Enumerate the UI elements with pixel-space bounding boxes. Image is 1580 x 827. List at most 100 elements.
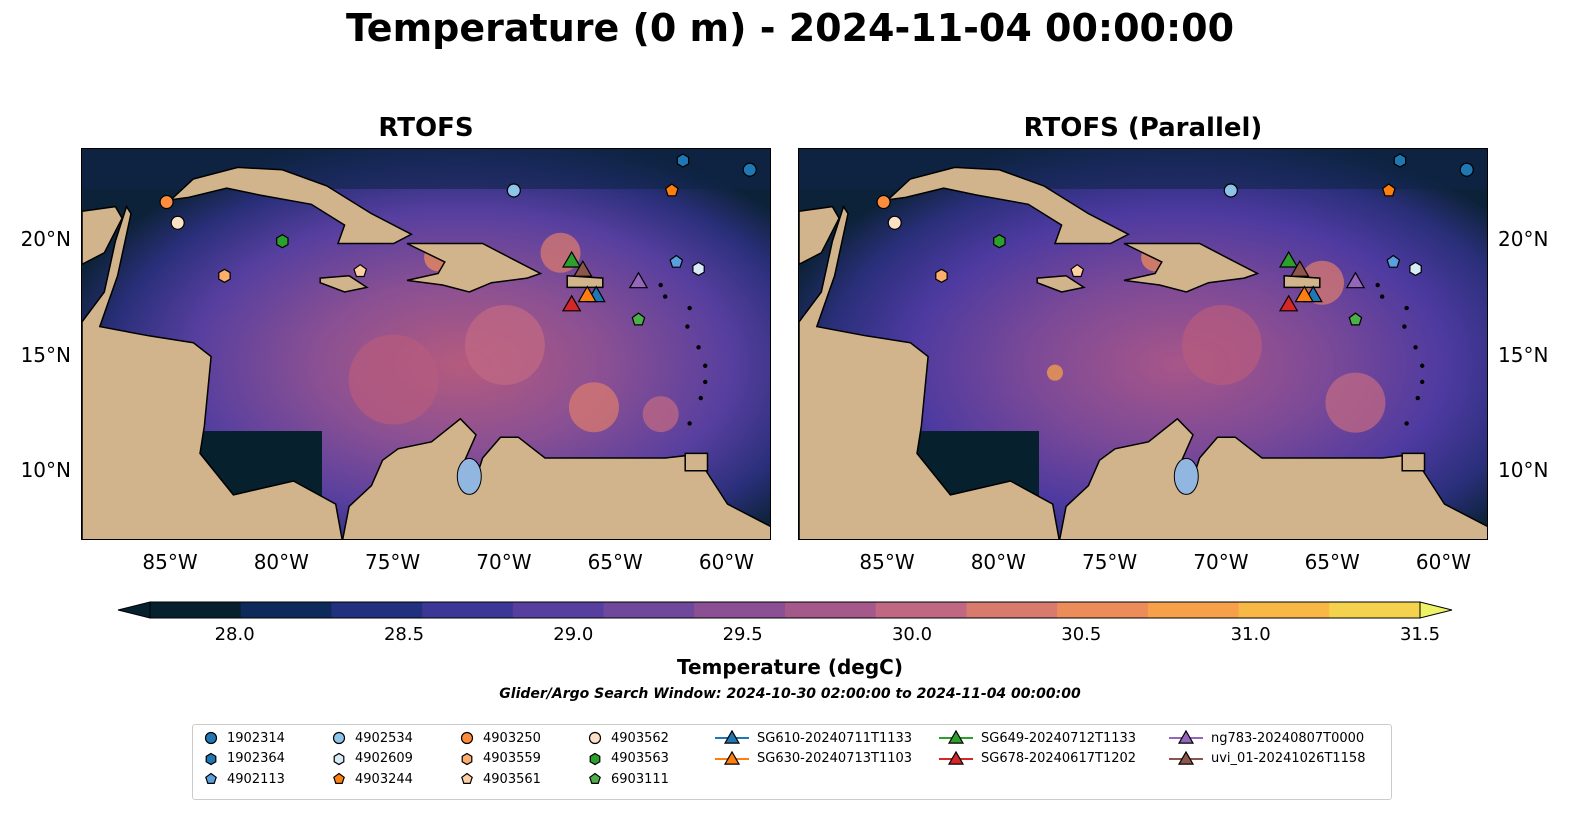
marker-4903562: [887, 215, 902, 230]
map-panel-rtofs-parallel: [798, 148, 1488, 540]
legend-swatch: [1169, 750, 1203, 765]
colorbar-segment: [240, 602, 332, 618]
marker-ng783-20240807T0000: [1345, 271, 1366, 289]
land-trinidad: [684, 452, 709, 472]
marker-4902534: [1223, 183, 1238, 198]
lon-tick-label: 85°W: [859, 550, 915, 574]
colorbar-tick-label: 28.5: [383, 624, 425, 645]
colorbar-segment: [785, 602, 877, 618]
warm-anomaly: [1181, 305, 1262, 385]
warm-anomaly: [1046, 364, 1063, 381]
legend-item: 4903559: [459, 750, 541, 768]
legend-marker: [588, 731, 602, 745]
legend-swatch: [332, 731, 346, 745]
lat-tick-label: 20°N: [1498, 227, 1549, 252]
island: [1375, 282, 1380, 288]
legend-item: ng783-20240807T0000: [1169, 729, 1364, 747]
legend-swatch: [333, 752, 345, 765]
legend-swatch: [205, 772, 217, 784]
warm-anomaly: [1325, 372, 1386, 433]
legend-item: 1902314: [203, 729, 285, 747]
marker-6903111: [1348, 312, 1363, 326]
legend-marker: [204, 731, 218, 745]
colorbar-extend-low: [117, 601, 151, 619]
legend-label: 4902534: [355, 730, 413, 746]
colorbar-ticks: 28.0 28.5 29.0 29.5 30.0 30.5 31.0 31.5: [0, 624, 1580, 652]
marker-6903111: [631, 312, 646, 326]
colorbar-segment: [1238, 602, 1330, 618]
colorbar-frame: [149, 601, 1421, 619]
legend-label: 4902609: [355, 751, 413, 766]
island: [1379, 294, 1385, 299]
land-trinidad: [1401, 452, 1426, 472]
legend-marker: [1177, 729, 1195, 744]
colorbar-segment: [1057, 602, 1149, 618]
marker-4902534: [506, 183, 521, 198]
warm-anomaly: [642, 396, 679, 433]
island: [658, 282, 663, 288]
legend-label: SG610-20240711T1133: [757, 730, 913, 746]
legend-marker: [460, 731, 474, 745]
warm-anomaly: [568, 382, 619, 433]
island: [1420, 363, 1425, 368]
colorbar-tick-label: 30.5: [1061, 624, 1102, 645]
marker-4903244: [1381, 183, 1396, 197]
marker-4903559: [935, 268, 948, 283]
legend-marker: [333, 772, 345, 784]
marker-1902314: [1459, 162, 1474, 177]
marker-4902113: [1386, 254, 1401, 268]
atlantic-cool-band: [799, 149, 1487, 189]
island: [687, 421, 692, 426]
legend-marker: [723, 729, 741, 744]
legend-swatch: [204, 731, 218, 745]
island: [1404, 421, 1409, 426]
legend-marker: [332, 731, 346, 745]
island: [687, 305, 692, 311]
marker-4903561: [1070, 263, 1085, 278]
legend-marker: [205, 752, 217, 765]
land-jamaica: [1036, 275, 1086, 293]
colorbar-tick-label: 31.0: [1230, 624, 1271, 645]
island: [698, 395, 703, 401]
marker-4902609: [1409, 261, 1422, 277]
colorbar-segment: [331, 602, 423, 618]
lon-tick-label: 75°W: [1081, 550, 1138, 574]
marker-1902314: [742, 162, 757, 177]
island: [1404, 305, 1409, 311]
legend-item: 4903562: [587, 729, 669, 747]
legend-item: 1902364: [203, 750, 285, 768]
legend-swatch: [461, 752, 473, 765]
legend-label: 4902113: [227, 771, 285, 787]
atlantic-cool-band: [82, 149, 770, 189]
lon-tick-label: 65°W: [587, 550, 643, 574]
colorbar-segment: [150, 602, 242, 618]
island: [696, 345, 701, 350]
lat-tick-label: 10°N: [20, 457, 71, 482]
legend-swatch: [939, 750, 973, 765]
lat-tick-label: 10°N: [1498, 457, 1549, 482]
marker-4903244: [664, 183, 679, 197]
island: [685, 324, 690, 329]
land-hispaniola: [406, 242, 543, 293]
marker-SG630-20240713T1103: [1294, 285, 1314, 303]
legend-marker: [461, 772, 473, 784]
lon-tick-label: 70°W: [1193, 550, 1249, 574]
land-cuba: [885, 166, 1131, 245]
legend-label: ng783-20240807T0000: [1211, 730, 1365, 746]
marker-1902364: [676, 153, 690, 168]
legend-item: 4902113: [203, 770, 285, 788]
legend-label: uvi_01-20241026T1158: [1211, 751, 1366, 766]
colorbar-tick-label: 30.0: [891, 624, 933, 645]
marker-uvi_01-20241026T1158: [573, 260, 593, 277]
legend-label: 6903111: [611, 771, 669, 787]
land-south-america: [342, 417, 770, 539]
map-panel-rtofs: [81, 148, 771, 540]
island: [1413, 345, 1418, 350]
lon-tick-label: 60°W: [698, 550, 755, 574]
land-central-america: [799, 204, 1060, 539]
colorbar-segment: [875, 602, 967, 618]
legend-swatch: [461, 772, 473, 784]
colorbar-tick-label: 29.0: [553, 624, 594, 645]
legend-label: 1902364: [227, 751, 285, 766]
lake-maracaibo: [1173, 457, 1199, 495]
